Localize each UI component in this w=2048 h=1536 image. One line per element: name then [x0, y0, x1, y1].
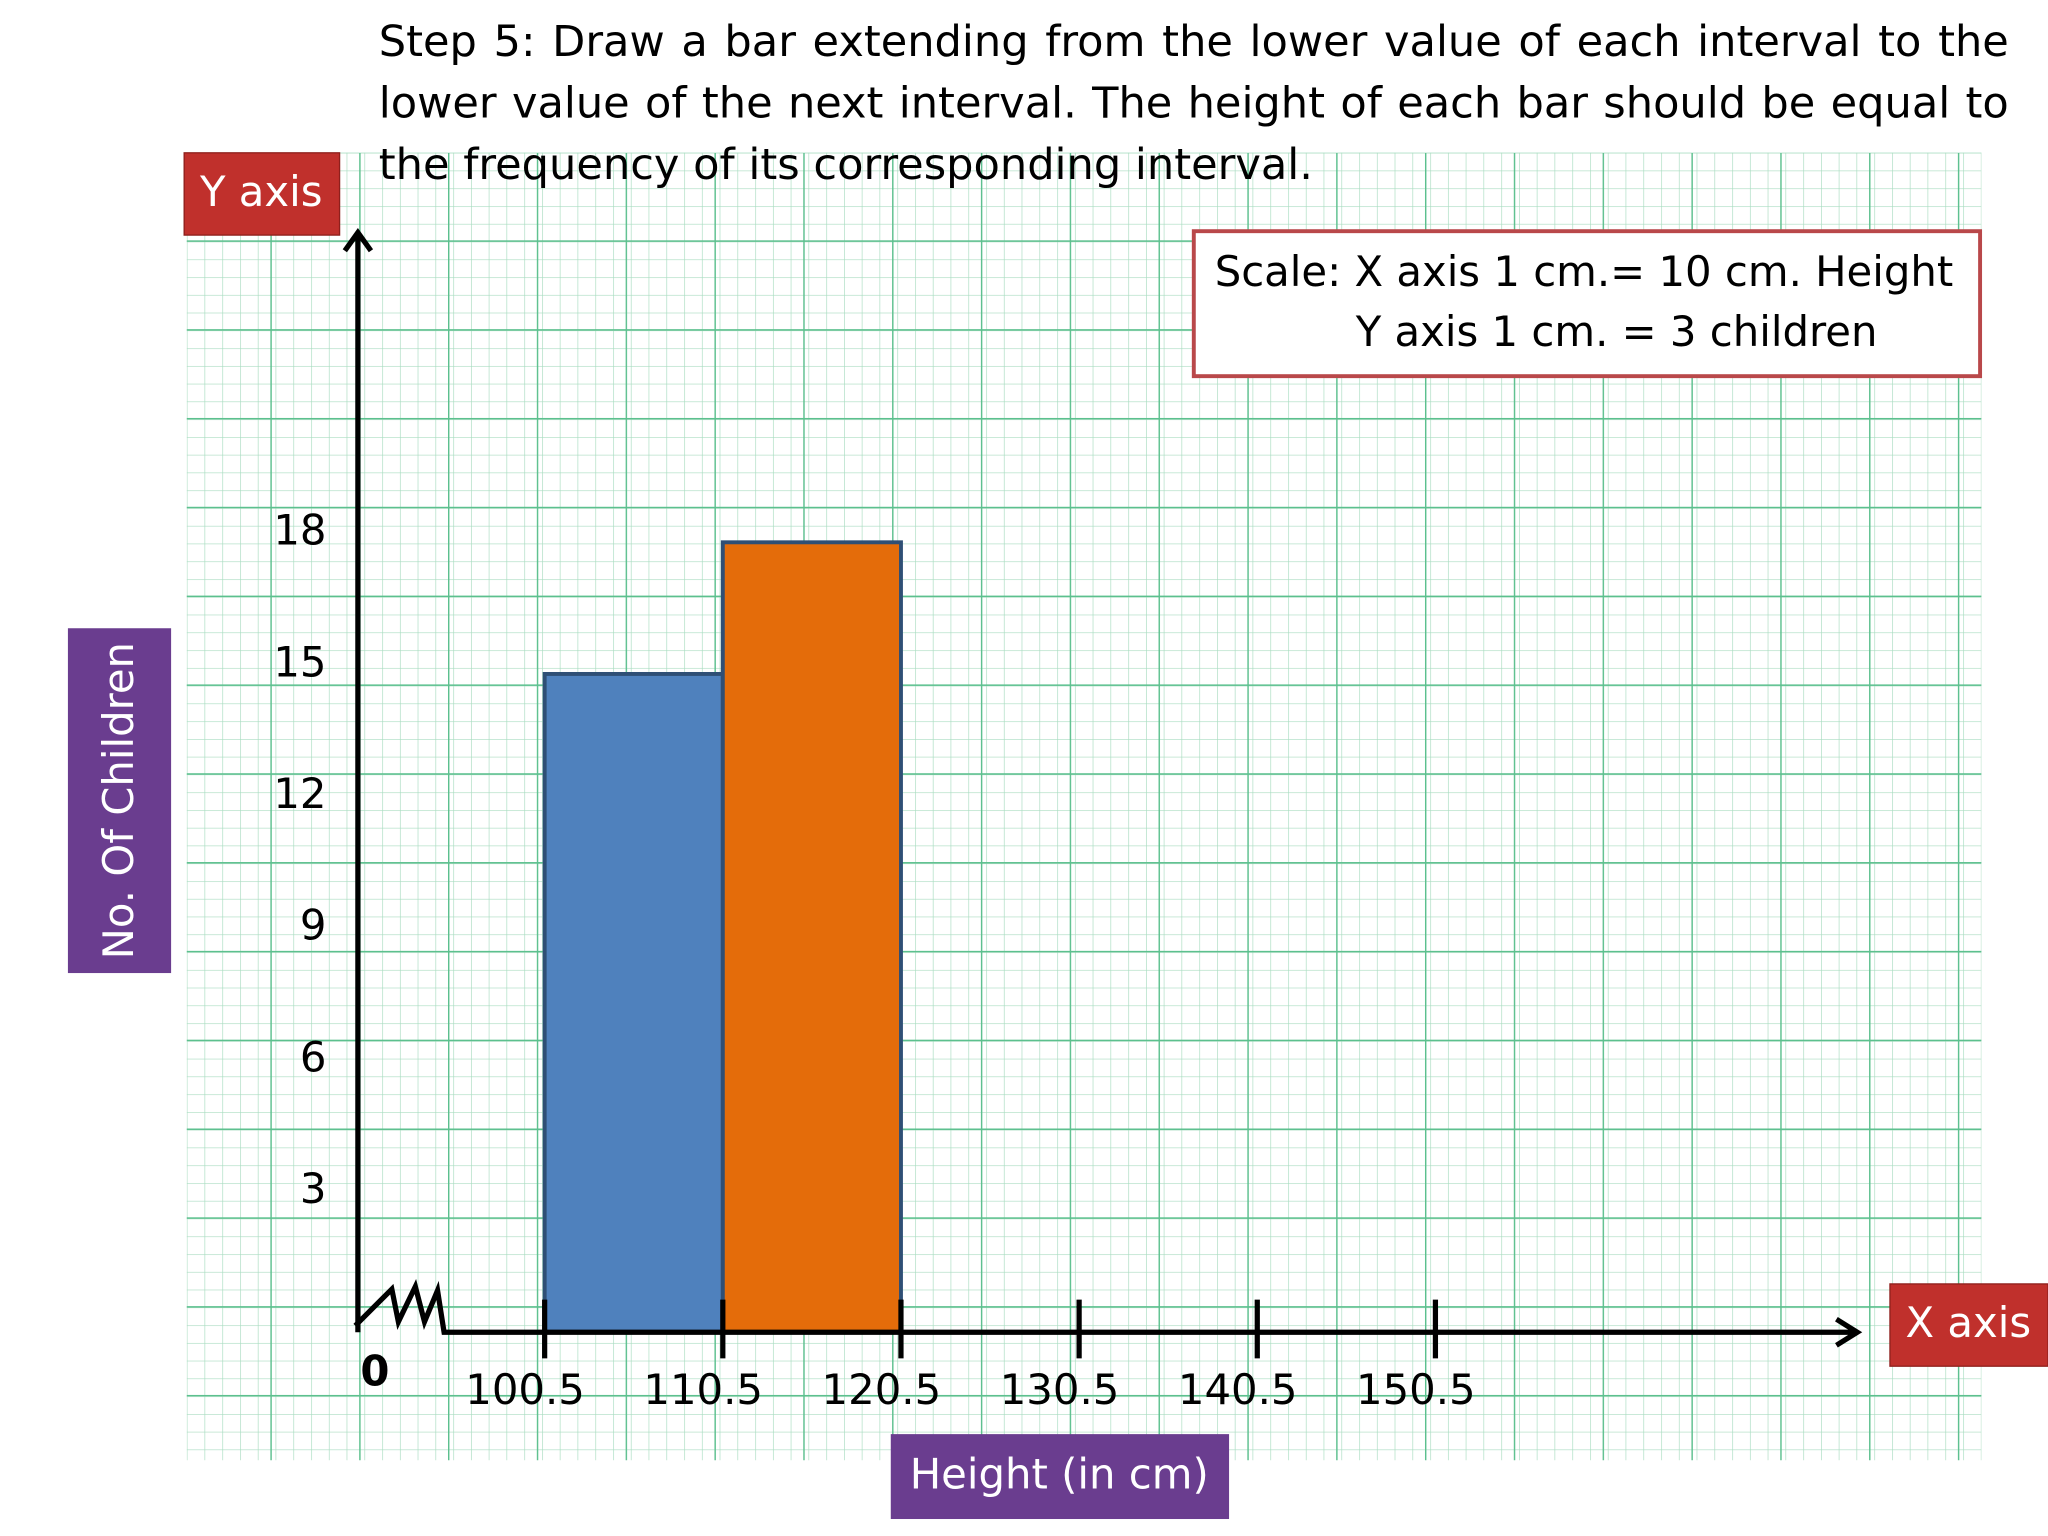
- x-tick-label: 150.5: [1356, 1365, 1476, 1414]
- x-tick-label: 100.5: [465, 1365, 585, 1414]
- step-text-box: Step 5: Draw a bar extending from the lo…: [378, 15, 2009, 190]
- y-axis-tag: Y axis: [183, 152, 341, 236]
- x-axis-label: Height (in cm): [910, 1450, 1209, 1499]
- scale-note: Scale: X axis 1 cm.= 10 cm. Height Y axi…: [1191, 229, 1983, 379]
- x-tick-label: 120.5: [822, 1365, 942, 1414]
- y-tick-label: 6: [300, 1032, 327, 1081]
- y-tick-label: 18: [273, 506, 326, 555]
- y-axis-tag-text: Y axis: [199, 167, 323, 216]
- y-axis-line: [342, 227, 374, 1333]
- y-axis-label: No. Of Children: [94, 642, 143, 959]
- y-tick-label: 3: [300, 1164, 327, 1213]
- scale-note-line: Scale: X axis 1 cm.= 10 cm. Height: [1215, 247, 1954, 296]
- y-tick-label: 9: [300, 901, 327, 950]
- x-label-box: Height (in cm): [890, 1434, 1230, 1520]
- origin-label: 0: [360, 1347, 389, 1396]
- plot: [542, 540, 903, 1335]
- x-tick-label: 140.5: [1178, 1365, 1298, 1414]
- y-tick-label: 15: [273, 637, 326, 686]
- x-tick-label: 110.5: [643, 1365, 763, 1414]
- scale-note-line: Y axis 1 cm. = 3 children: [1355, 307, 1878, 356]
- x-axis-line: [353, 1278, 1863, 1348]
- bar: [720, 540, 903, 1335]
- x-tick-label: 130.5: [1000, 1365, 1120, 1414]
- step-text: Step 5: Draw a bar extending from the lo…: [378, 15, 2009, 190]
- axes: [342, 227, 1863, 1348]
- y-tick-label: 12: [273, 769, 326, 818]
- x-axis-tag-text: X axis: [1906, 1298, 2032, 1347]
- x-axis-tag: X axis: [1889, 1283, 2048, 1367]
- y-label-box: No. Of Children: [67, 628, 172, 974]
- bar: [542, 672, 725, 1335]
